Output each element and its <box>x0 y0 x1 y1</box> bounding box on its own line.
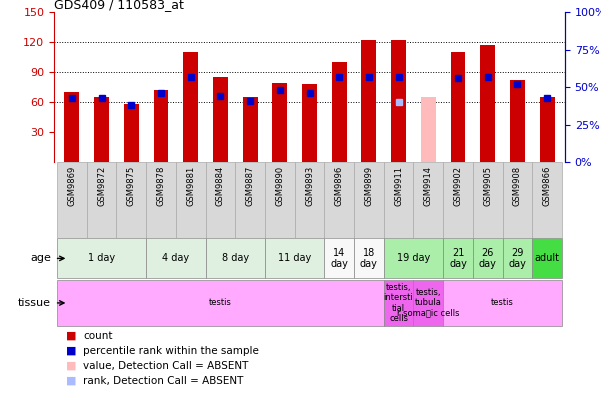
Bar <box>332 62 347 162</box>
Bar <box>480 45 495 162</box>
Bar <box>206 238 265 278</box>
Bar <box>64 92 79 162</box>
Text: GSM9887: GSM9887 <box>246 166 255 206</box>
Text: 4 day: 4 day <box>162 253 189 263</box>
Bar <box>265 238 325 278</box>
Text: adult: adult <box>535 253 560 263</box>
Bar <box>384 280 413 326</box>
Text: ■: ■ <box>66 361 76 371</box>
Bar <box>265 162 294 238</box>
Bar <box>361 40 376 162</box>
Text: count: count <box>83 331 112 341</box>
Text: ■: ■ <box>66 346 76 356</box>
Bar <box>473 238 502 278</box>
Text: testis,
tubula
r soma	ic cells: testis, tubula r soma ic cells <box>397 288 460 318</box>
Text: GSM9884: GSM9884 <box>216 166 225 206</box>
Bar <box>473 162 502 238</box>
Text: GSM9878: GSM9878 <box>156 166 165 206</box>
Text: GSM9866: GSM9866 <box>543 166 552 206</box>
Text: GSM9905: GSM9905 <box>483 166 492 206</box>
Text: testis,
intersti
tial
cells: testis, intersti tial cells <box>384 283 413 323</box>
Bar <box>294 162 325 238</box>
Bar <box>413 280 443 326</box>
Bar <box>532 238 562 278</box>
Text: ■: ■ <box>66 376 76 386</box>
Text: 29
day: 29 day <box>508 248 526 269</box>
Bar <box>124 104 139 162</box>
Text: 8 day: 8 day <box>222 253 249 263</box>
Text: GSM9872: GSM9872 <box>97 166 106 206</box>
Text: percentile rank within the sample: percentile rank within the sample <box>83 346 259 356</box>
Bar <box>243 97 258 162</box>
Text: GSM9902: GSM9902 <box>454 166 463 206</box>
Bar <box>235 162 265 238</box>
Bar <box>354 162 384 238</box>
Text: testis: testis <box>491 299 514 307</box>
Bar <box>57 280 384 326</box>
Bar <box>272 83 287 162</box>
Bar <box>183 52 198 162</box>
Text: GSM9869: GSM9869 <box>67 166 76 206</box>
Text: GSM9893: GSM9893 <box>305 166 314 206</box>
Bar <box>325 238 354 278</box>
Bar <box>510 80 525 162</box>
Text: GSM9914: GSM9914 <box>424 166 433 206</box>
Text: 26
day: 26 day <box>479 248 496 269</box>
Bar <box>502 238 532 278</box>
Text: GSM9911: GSM9911 <box>394 166 403 206</box>
Bar <box>117 162 146 238</box>
Bar <box>443 280 562 326</box>
Bar <box>206 162 235 238</box>
Bar <box>384 238 443 278</box>
Text: ■: ■ <box>66 331 76 341</box>
Text: tissue: tissue <box>18 298 51 308</box>
Bar <box>391 40 406 162</box>
Text: GSM9875: GSM9875 <box>127 166 136 206</box>
Bar <box>502 162 532 238</box>
Text: GSM9908: GSM9908 <box>513 166 522 206</box>
Text: rank, Detection Call = ABSENT: rank, Detection Call = ABSENT <box>83 376 243 386</box>
Bar <box>146 162 176 238</box>
Bar <box>532 162 562 238</box>
Bar <box>57 238 146 278</box>
Text: value, Detection Call = ABSENT: value, Detection Call = ABSENT <box>83 361 248 371</box>
Bar <box>354 238 384 278</box>
Bar <box>540 97 555 162</box>
Bar <box>413 162 443 238</box>
Bar <box>451 52 465 162</box>
Bar <box>57 162 87 238</box>
Bar <box>443 238 473 278</box>
Bar <box>154 90 168 162</box>
Bar <box>325 162 354 238</box>
Bar <box>94 97 109 162</box>
Text: GSM9899: GSM9899 <box>364 166 373 206</box>
Bar <box>146 238 206 278</box>
Bar <box>421 97 436 162</box>
Bar <box>302 84 317 162</box>
Text: 11 day: 11 day <box>278 253 311 263</box>
Text: GDS409 / 110583_at: GDS409 / 110583_at <box>54 0 184 11</box>
Text: 14
day: 14 day <box>331 248 348 269</box>
Text: GSM9896: GSM9896 <box>335 166 344 206</box>
Text: 18
day: 18 day <box>360 248 378 269</box>
Text: 1 day: 1 day <box>88 253 115 263</box>
Text: 19 day: 19 day <box>397 253 430 263</box>
Bar <box>213 77 228 162</box>
Bar <box>87 162 117 238</box>
Text: age: age <box>30 253 51 263</box>
Bar <box>384 162 413 238</box>
Bar <box>176 162 206 238</box>
Bar <box>443 162 473 238</box>
Text: GSM9890: GSM9890 <box>275 166 284 206</box>
Text: GSM9881: GSM9881 <box>186 166 195 206</box>
Text: testis: testis <box>209 299 232 307</box>
Text: 21
day: 21 day <box>449 248 467 269</box>
